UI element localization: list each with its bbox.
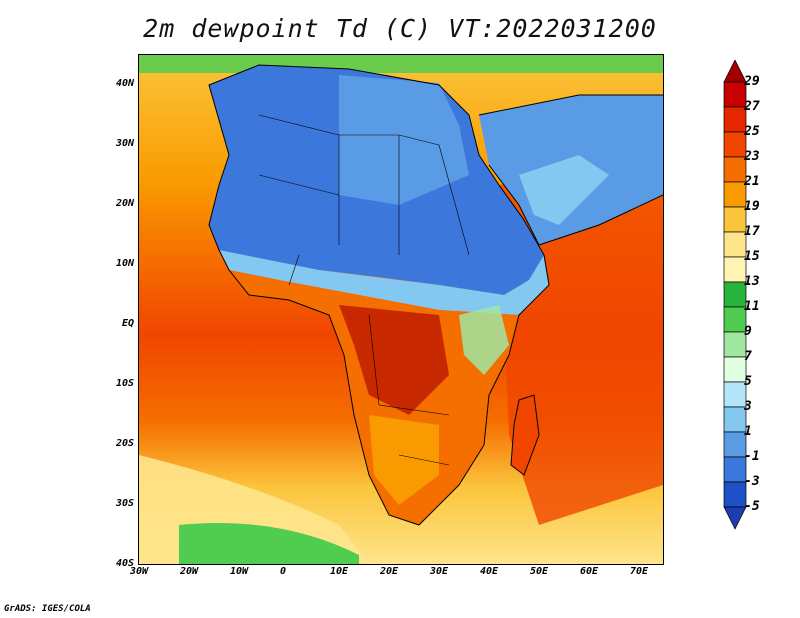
colorbar-label: 3 (744, 399, 752, 414)
lat-label: 10S (115, 378, 134, 389)
lon-label: 50E (530, 566, 549, 577)
colorbar-label: 15 (744, 249, 760, 264)
colorbar-label: 25 (744, 124, 760, 139)
colorbar-label: 1 (744, 424, 752, 439)
colorbar-segment (723, 406, 747, 433)
arabia-coastline (478, 94, 663, 246)
colorbar-segment (723, 356, 747, 383)
south-green-band (179, 523, 359, 564)
colorbar-label: 9 (744, 324, 752, 339)
arabia-inner (519, 155, 609, 225)
lat-label: 20N (115, 198, 134, 209)
lat-label: EQ (121, 318, 134, 329)
lon-label: 40E (480, 566, 499, 577)
lat-label: 10N (115, 258, 134, 269)
lat-label: 40S (115, 558, 134, 569)
colorbar (723, 60, 747, 530)
colorbar-label: 27 (744, 99, 760, 114)
africa-coastline (208, 64, 550, 526)
lon-label: 20E (380, 566, 399, 577)
colorbar-segment (723, 156, 747, 183)
dewpoint-map (139, 55, 663, 564)
colorbar-label: 5 (744, 374, 752, 389)
colorbar-segment (723, 231, 747, 258)
colorbar-segment (723, 181, 747, 208)
colorbar-label: 17 (744, 224, 760, 239)
map-panel (138, 54, 664, 565)
colorbar-segment (723, 456, 747, 483)
colorbar-segment (723, 381, 747, 408)
sahel-band (219, 250, 549, 315)
colorbar-segment (723, 281, 747, 308)
lon-label: 70E (630, 566, 649, 577)
lat-label: 40N (115, 78, 134, 89)
lon-label: 10W (230, 566, 249, 577)
colorbar-label: 21 (744, 174, 760, 189)
lon-label: 0 (280, 566, 287, 577)
southern-plateau (369, 415, 439, 505)
lat-label: 30N (115, 138, 134, 149)
colorbar-segment (723, 60, 747, 83)
eastern-sahara (339, 75, 469, 205)
colorbar-segment (723, 431, 747, 458)
credit-text: GrADS: IGES/COLA (4, 604, 91, 614)
colorbar-label: 19 (744, 199, 760, 214)
country-borders (258, 114, 470, 466)
map-title: 2m dewpoint Td (C) VT:2022031200 (143, 14, 657, 43)
colorbar-segment (723, 256, 747, 283)
lon-label: 30W (130, 566, 149, 577)
colorbar-segment (723, 331, 747, 358)
east-african-highlands (459, 305, 509, 375)
madagascar (510, 394, 540, 476)
colorbar-label: 23 (744, 149, 760, 164)
colorbar-label: 29 (744, 74, 760, 89)
colorbar-label: -5 (744, 499, 760, 514)
colorbar-label: -1 (744, 449, 760, 464)
colorbar-label: -3 (744, 474, 760, 489)
colorbar-segment (723, 481, 747, 508)
lon-label: 60E (580, 566, 599, 577)
lon-label: 20W (180, 566, 199, 577)
lat-label: 30S (115, 498, 134, 509)
colorbar-label: 7 (744, 349, 752, 364)
congo-basin (339, 305, 449, 415)
colorbar-segment (723, 81, 747, 108)
colorbar-segment (723, 206, 747, 233)
colorbar-label: 13 (744, 274, 760, 289)
colorbar-label: 11 (744, 299, 760, 314)
lon-label: 10E (330, 566, 349, 577)
colorbar-segment (723, 306, 747, 333)
north-band (139, 55, 663, 73)
colorbar-segment (723, 106, 747, 133)
colorbar-segment (723, 131, 747, 158)
lon-label: 30E (430, 566, 449, 577)
colorbar-segment (723, 506, 747, 530)
lat-label: 20S (115, 438, 134, 449)
